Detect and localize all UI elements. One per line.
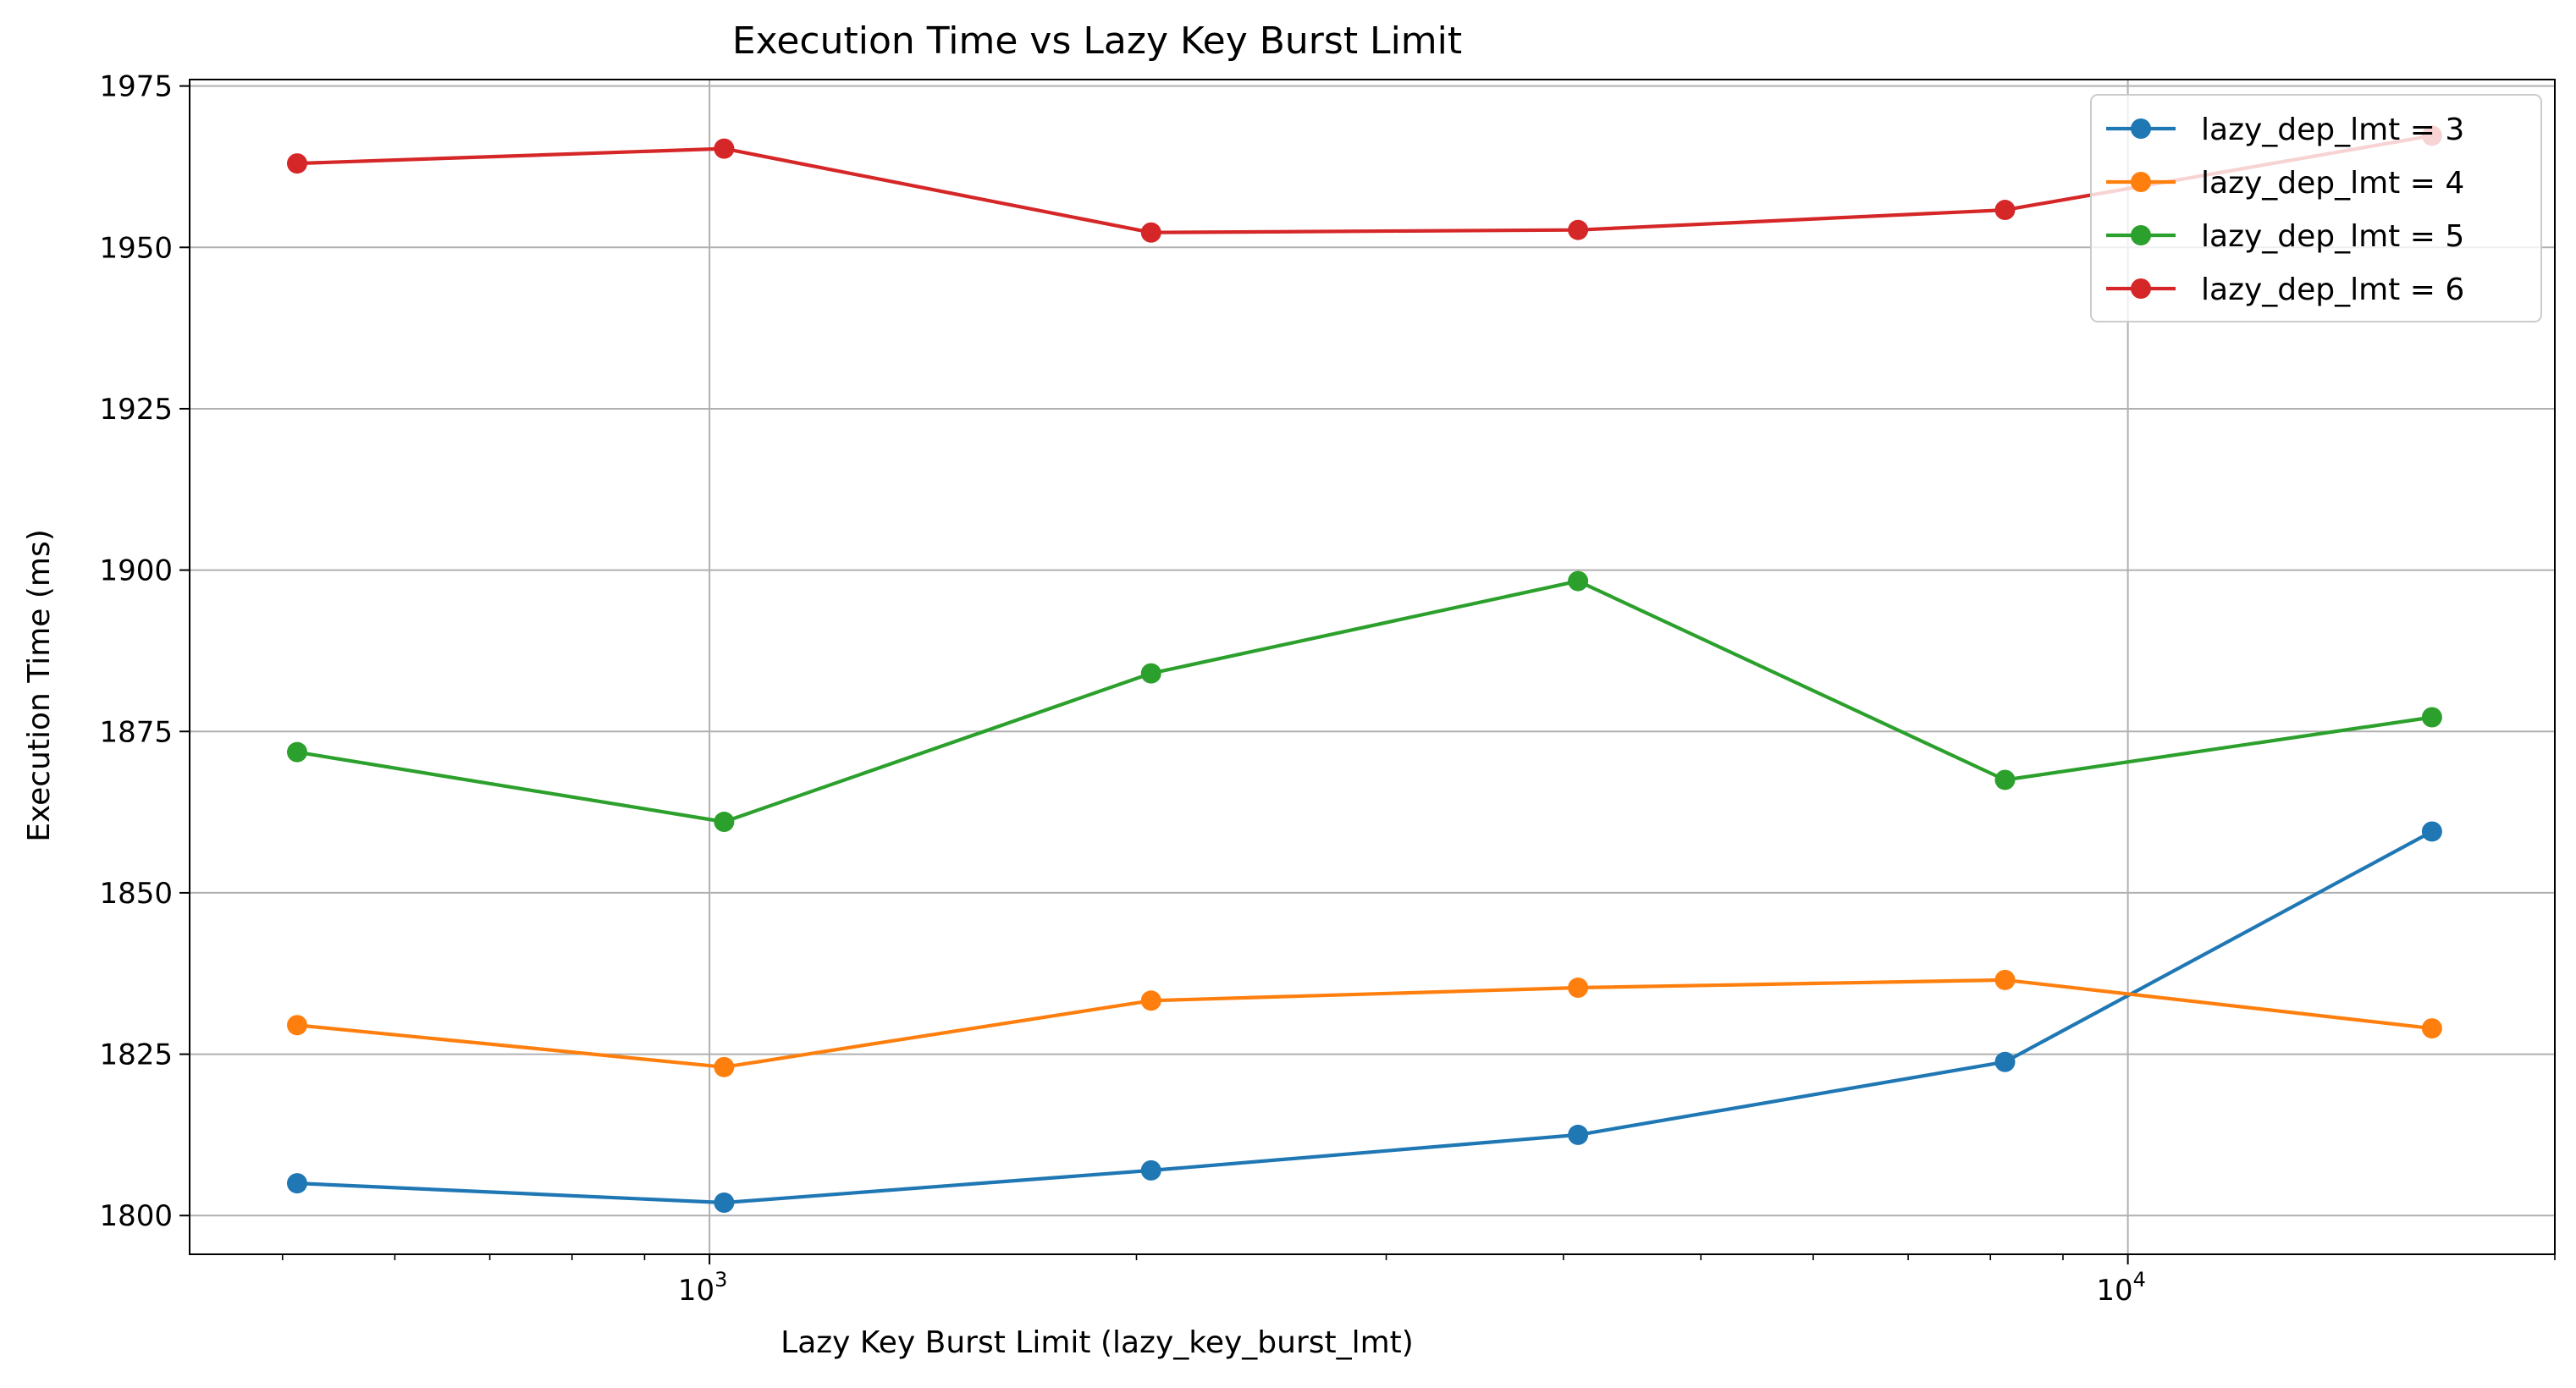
plot-frame — [189, 79, 2556, 1255]
data-point — [2421, 821, 2442, 842]
y-tick-label: 1800 — [99, 1199, 173, 1233]
data-point — [1140, 222, 1161, 243]
data-point — [1994, 1051, 2016, 1072]
x-minor-ticks — [281, 1254, 2556, 1260]
y-tick-label: 1875 — [99, 715, 173, 749]
data-point — [1140, 1159, 1161, 1181]
legend: lazy_dep_lmt = 3 lazy_dep_lmt = 4 lazy_dep… — [2090, 94, 2542, 322]
data-point — [1568, 1124, 1589, 1145]
x-tick-label: 103 — [678, 1268, 728, 1308]
data-point — [2421, 707, 2442, 728]
legend-marker — [2131, 118, 2151, 139]
legend-entry-label: lazy_dep_lmt = 3 — [2201, 113, 2464, 147]
series-lines — [287, 125, 2442, 1213]
legend-entry-label: lazy_dep_lmt = 6 — [2201, 273, 2464, 307]
y-tick-label: 1950 — [99, 231, 173, 265]
data-point — [1994, 769, 2016, 790]
series-line — [296, 134, 2433, 234]
data-point — [287, 1173, 308, 1194]
y-tick-label: 1900 — [99, 554, 173, 588]
x-axis-label: Lazy Key Burst Limit (lazy_key_burst_lmt… — [781, 1325, 1414, 1360]
data-point — [2421, 1018, 2442, 1039]
y-tick-label: 1975 — [99, 70, 173, 104]
legend-marker — [2131, 225, 2151, 245]
data-point — [714, 812, 735, 833]
data-point — [1140, 990, 1161, 1011]
y-tick-label: 1825 — [99, 1038, 173, 1072]
legend-marker — [2131, 172, 2151, 192]
y-axis-label: Execution Time (ms) — [22, 529, 57, 842]
data-point — [714, 1056, 735, 1077]
legend-marker — [2131, 278, 2151, 299]
data-point — [1140, 663, 1161, 684]
axis-ticks: 1800 1825 1850 1875 1900 1925 1950 1975 103 104 — [99, 70, 2145, 1308]
y-tick-label: 1850 — [99, 877, 173, 911]
x-tick-label: 104 — [2096, 1268, 2146, 1308]
data-point — [1994, 200, 2016, 221]
legend-entry-label: lazy_dep_lmt = 5 — [2201, 219, 2464, 254]
data-point — [714, 1192, 735, 1213]
data-point — [1568, 570, 1589, 592]
series-line — [296, 978, 2433, 1069]
series-line — [296, 579, 2433, 824]
data-point — [287, 1015, 308, 1036]
chart-title: Execution Time vs Lazy Key Burst Limit — [732, 19, 1462, 63]
data-point — [287, 741, 308, 763]
legend-entry-label: lazy_dep_lmt = 4 — [2201, 166, 2464, 201]
data-point — [287, 153, 308, 174]
data-point — [1568, 978, 1589, 999]
series-line — [296, 829, 2433, 1205]
data-point — [1568, 219, 1589, 240]
data-point — [1994, 969, 2016, 990]
data-point — [714, 138, 735, 159]
legend-box — [2090, 94, 2542, 322]
y-tick-label: 1925 — [99, 393, 173, 427]
